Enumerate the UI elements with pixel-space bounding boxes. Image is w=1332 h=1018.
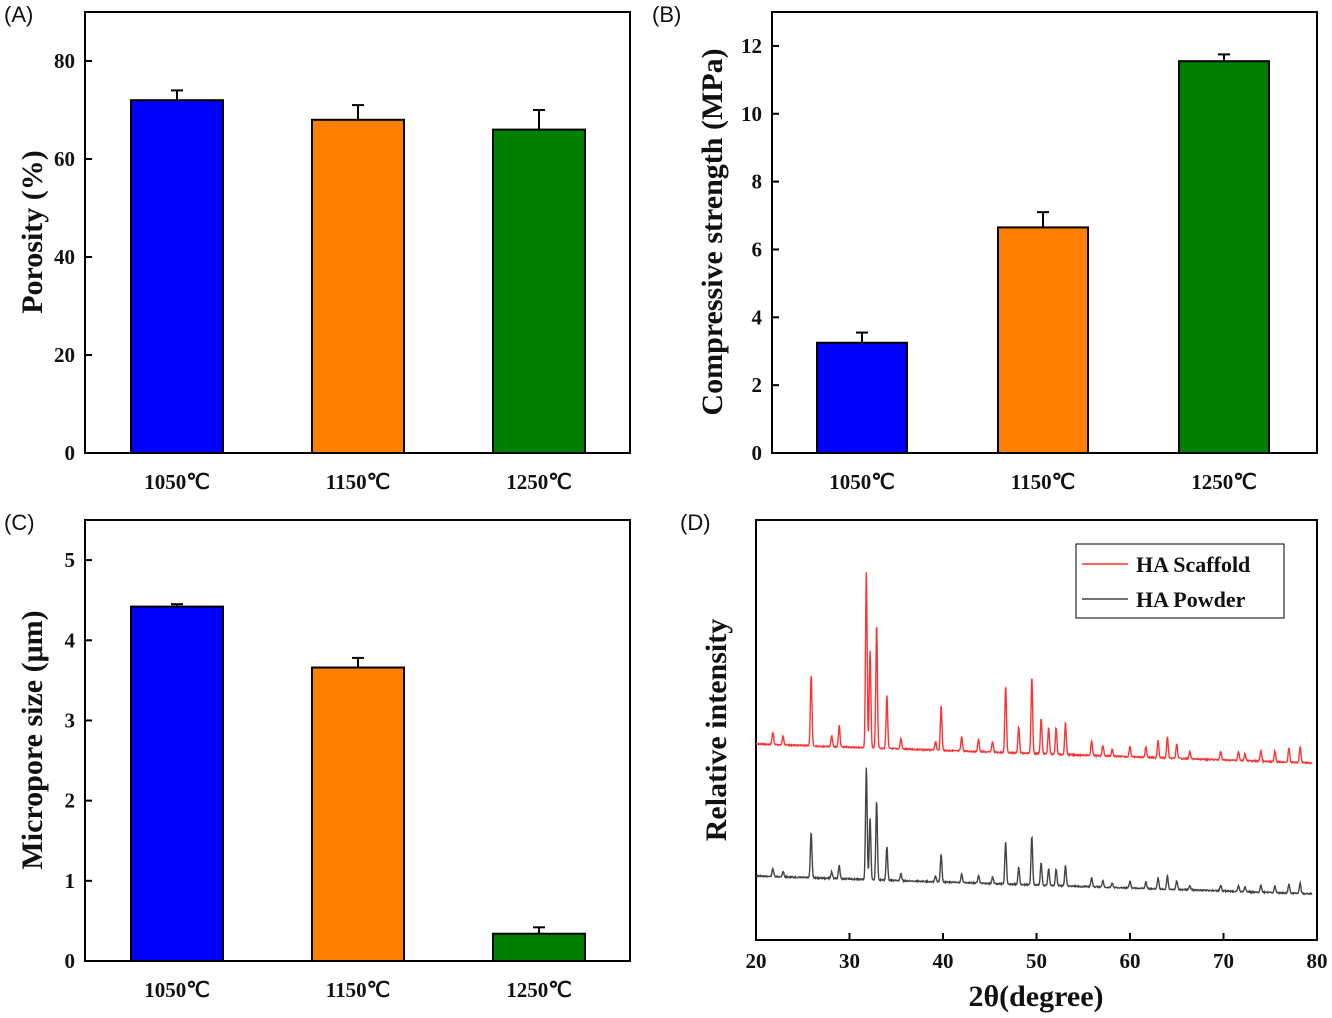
xtick-label: 60: [1120, 949, 1141, 973]
ytick-label: 10: [741, 102, 762, 126]
xtick-label: 1150℃: [326, 470, 390, 494]
xtick-label: 40: [933, 949, 954, 973]
xtick-label: 1150℃: [326, 978, 390, 1002]
xtick-label: 70: [1213, 949, 1234, 973]
ytick-label: 8: [752, 170, 763, 194]
xrd-series-line: [755, 572, 1313, 765]
panel-b: (B) Compressive strength (MPa) 0 2 4 6 8 10 12…: [652, 2, 1318, 494]
ytick-label: 80: [54, 49, 75, 73]
xrd-series-line: [755, 767, 1313, 896]
xtick-label: 20: [746, 949, 767, 973]
panel-d-legend: HA Scaffold HA Powder: [1075, 543, 1285, 619]
ytick-label: 12: [741, 34, 762, 58]
panel-d-xlabel: 2θ(degree): [968, 980, 1103, 1013]
panel-b-label: (B): [652, 2, 681, 27]
bar: [492, 128, 586, 454]
legend-label-scaffold: HA Scaffold: [1136, 552, 1250, 577]
panel-a: (A) Porosity (%) 0 20 40 60 80 1050℃ 1150℃ 1250…: [4, 2, 631, 494]
bar: [130, 605, 224, 962]
ytick-label: 40: [54, 245, 75, 269]
ytick-label: 5: [65, 548, 76, 572]
ytick-label: 2: [752, 373, 763, 397]
xtick-label: 30: [839, 949, 860, 973]
panel-d: (D) Relative intensity 2θ(degree) HA Sca…: [680, 510, 1328, 1013]
xtick-label: 1250℃: [506, 470, 572, 494]
panel-b-ylabel: Compressive strength (MPa): [696, 48, 729, 415]
xtick-label: 1250℃: [506, 978, 572, 1002]
xtick-label: 50: [1026, 949, 1047, 973]
ytick-label: 0: [65, 949, 76, 973]
bar: [311, 666, 405, 962]
ytick-label: 60: [54, 147, 75, 171]
xtick-label: 1150℃: [1011, 470, 1075, 494]
legend-box: [1075, 543, 1285, 619]
ytick-label: 4: [752, 305, 763, 329]
ytick-label: 0: [65, 441, 76, 465]
legend-label-powder: HA Powder: [1136, 587, 1246, 612]
xtick-label: 1050℃: [144, 978, 210, 1002]
panel-c-label: (C): [4, 510, 35, 535]
ytick-label: 0: [752, 441, 763, 465]
panel-d-label: (D): [680, 510, 711, 535]
ytick-label: 1: [65, 869, 76, 893]
xtick-label: 1250℃: [1191, 470, 1257, 494]
ytick-label: 6: [752, 237, 763, 261]
panel-d-ylabel: Relative intensity: [700, 619, 733, 841]
panel-c-ylabel: Micropore size (μm): [16, 610, 49, 869]
panel-a-ylabel: Porosity (%): [16, 150, 49, 314]
ytick-label: 2: [65, 789, 76, 813]
bar: [130, 99, 224, 454]
bar: [1178, 60, 1270, 454]
xtick-label: 1050℃: [144, 470, 210, 494]
xtick-label: 80: [1307, 949, 1328, 973]
bar: [997, 226, 1089, 454]
xtick-label: 1050℃: [829, 470, 895, 494]
panel-c: (C) Micropore size (μm) 0 1 2 3 4 5 1050℃ 1150℃…: [4, 510, 631, 1002]
ytick-label: 3: [65, 708, 76, 732]
bar: [311, 118, 405, 455]
bar: [492, 932, 586, 962]
panel-a-label: (A): [4, 2, 33, 27]
ytick-label: 4: [65, 628, 76, 652]
ytick-label: 20: [54, 343, 75, 367]
bar: [816, 341, 908, 454]
